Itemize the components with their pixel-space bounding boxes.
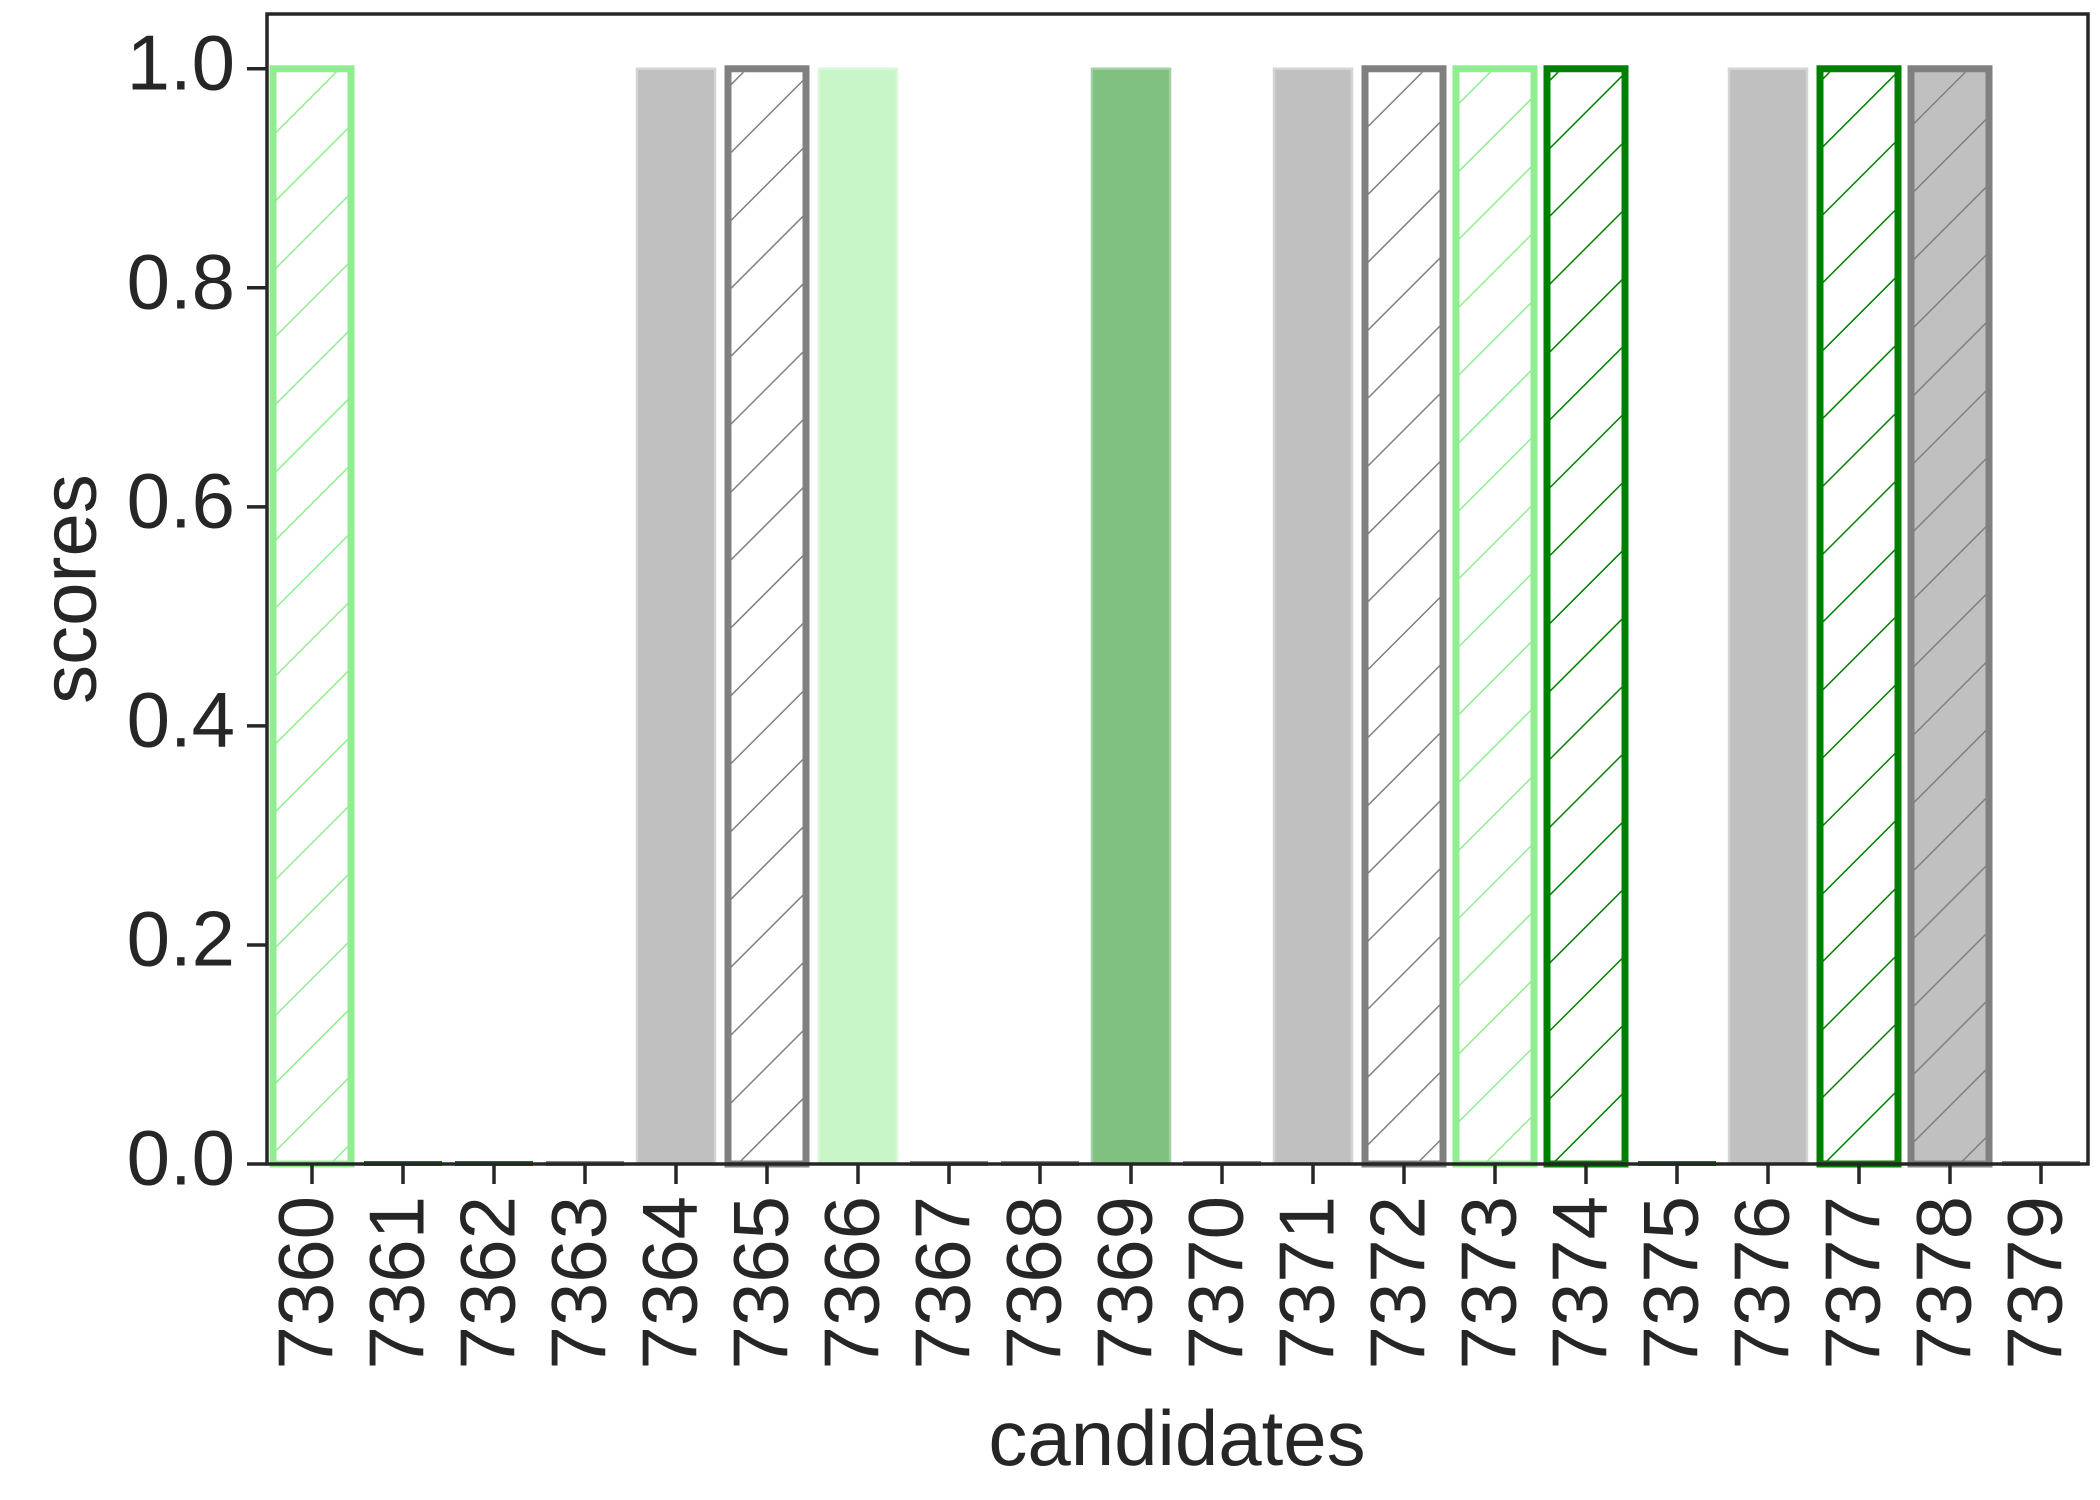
bars-layer bbox=[269, 65, 2080, 1168]
bar-7366-rect bbox=[817, 67, 899, 1166]
x-tick-label: 7374 bbox=[1536, 1196, 1624, 1370]
bar-7365 bbox=[724, 65, 810, 1168]
x-tick-label: 7366 bbox=[808, 1196, 896, 1370]
bar-7374 bbox=[1543, 65, 1629, 1168]
x-tick-label: 7361 bbox=[353, 1196, 441, 1370]
x-tick-label: 7363 bbox=[535, 1196, 623, 1370]
bar-7377 bbox=[1816, 65, 1902, 1168]
x-tick-label: 7376 bbox=[1718, 1196, 1806, 1370]
x-tick-label: 7373 bbox=[1445, 1196, 1533, 1370]
y-tick-label: 1.0 bbox=[127, 18, 235, 106]
x-tick-label: 7375 bbox=[1627, 1196, 1715, 1370]
x-tick-label: 7370 bbox=[1172, 1196, 1260, 1370]
bar-7365-hatch bbox=[731, 72, 803, 1161]
x-tick-label: 7365 bbox=[717, 1196, 805, 1370]
x-tick-label: 7360 bbox=[262, 1196, 350, 1370]
y-tick-label: 0.6 bbox=[127, 456, 235, 544]
x-tick-label: 7364 bbox=[626, 1196, 714, 1370]
x-tick-label: 7362 bbox=[444, 1196, 532, 1370]
bar-7372 bbox=[1361, 65, 1447, 1168]
bar-7366 bbox=[817, 67, 899, 1166]
bar-7373 bbox=[1452, 65, 1538, 1168]
y-axis-label: scores bbox=[25, 474, 113, 704]
bar-7364 bbox=[635, 67, 717, 1166]
x-tick-label: 7372 bbox=[1354, 1196, 1442, 1370]
x-tick-label: 7369 bbox=[1081, 1196, 1169, 1370]
y-axis: 0.0 0.2 0.4 0.6 0.8 1.0 bbox=[127, 18, 267, 1202]
bar-7371 bbox=[1272, 67, 1354, 1166]
x-tick-label: 7378 bbox=[1900, 1196, 1988, 1370]
x-tick-label: 7371 bbox=[1263, 1196, 1351, 1370]
x-tick-label: 7367 bbox=[899, 1196, 987, 1370]
x-axis-label: candidates bbox=[988, 1394, 1365, 1482]
bar-7377-hatch bbox=[1823, 72, 1895, 1161]
bar-7374-hatch bbox=[1550, 72, 1622, 1161]
x-axis: 7360 7361 7362 7363 7364 7365 7366 7367 7368 7369… bbox=[262, 1164, 2079, 1370]
y-tick-label: 0.2 bbox=[127, 895, 235, 983]
y-tick-label: 0.8 bbox=[127, 237, 235, 325]
y-tick-label: 0.4 bbox=[127, 676, 235, 764]
bar-7360-hatch bbox=[276, 72, 348, 1161]
x-tick-label: 7368 bbox=[990, 1196, 1078, 1370]
bar-7371-rect bbox=[1272, 67, 1354, 1166]
bar-7376 bbox=[1727, 67, 1809, 1166]
bar-7378-hatch bbox=[1914, 72, 1986, 1161]
y-tick-label: 0.0 bbox=[127, 1114, 235, 1202]
bar-7372-hatch bbox=[1368, 72, 1440, 1161]
bar-7360 bbox=[269, 65, 355, 1168]
bar-7376-rect bbox=[1727, 67, 1809, 1166]
bar-7364-rect bbox=[635, 67, 717, 1166]
bar-7369 bbox=[1090, 67, 1172, 1166]
x-tick-label: 7379 bbox=[1991, 1196, 2079, 1370]
bar-7373-hatch bbox=[1459, 72, 1531, 1161]
bar-7369-rect bbox=[1090, 67, 1172, 1166]
x-tick-label: 7377 bbox=[1809, 1196, 1897, 1370]
bar-7378 bbox=[1907, 65, 1993, 1168]
plot-frame bbox=[265, 12, 2090, 1166]
